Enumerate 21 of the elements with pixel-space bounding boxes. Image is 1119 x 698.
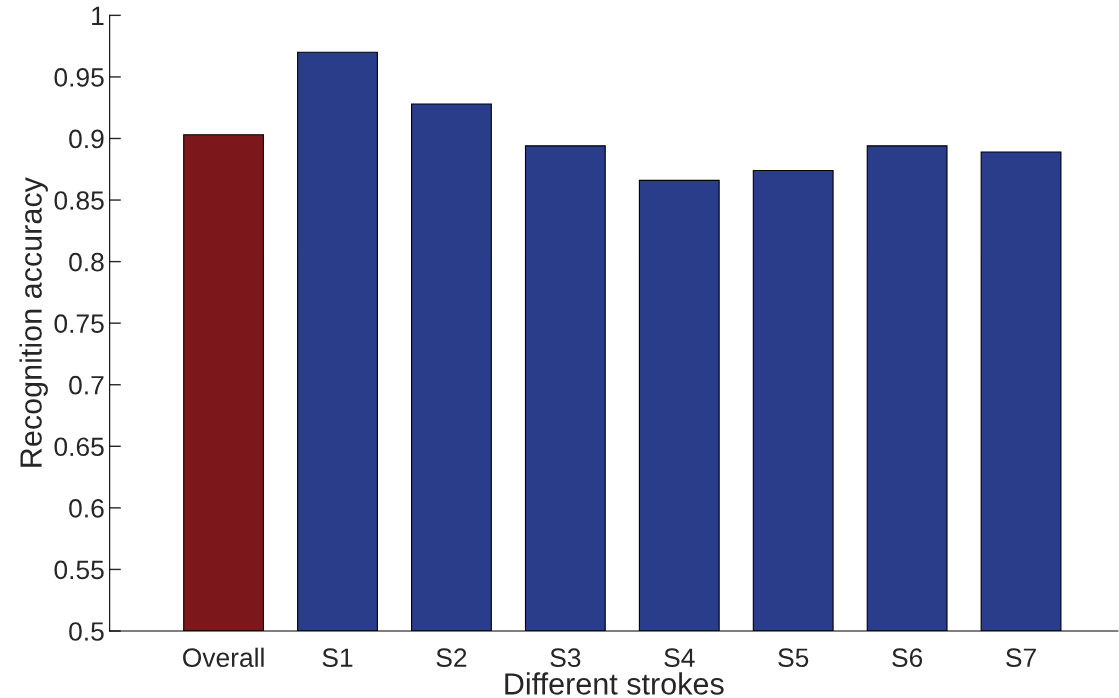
y-tick-label: 0.95 — [54, 68, 104, 87]
y-tick-label: 0.6 — [69, 499, 104, 518]
x-tick-label: S3 — [550, 648, 581, 668]
y-tick-label: 0.55 — [54, 560, 104, 580]
y-tick-label: 0.65 — [54, 437, 104, 457]
x-tick-label: S1 — [322, 648, 353, 668]
y-axis-title: Recognition accuracy — [19, 177, 48, 467]
y-tick-label: 0.7 — [69, 375, 104, 395]
y-tick-label: 0.8 — [69, 252, 104, 272]
y-tick-label: 0.5 — [69, 622, 104, 641]
x-axis-title: Different strokes — [505, 672, 724, 695]
y-tick-label: 0.85 — [54, 191, 104, 210]
x-tick-label: S2 — [436, 648, 467, 668]
x-tick-label: S5 — [778, 648, 809, 668]
y-tick-label: 1 — [92, 6, 104, 25]
y-tick-label: 0.9 — [69, 129, 104, 149]
x-tick-label: S6 — [892, 648, 923, 668]
x-tick-label: S4 — [664, 648, 695, 668]
x-tick-label: S7 — [1006, 648, 1036, 668]
y-tick-label: 0.75 — [54, 314, 104, 333]
x-tick-label: Overall — [183, 647, 264, 668]
